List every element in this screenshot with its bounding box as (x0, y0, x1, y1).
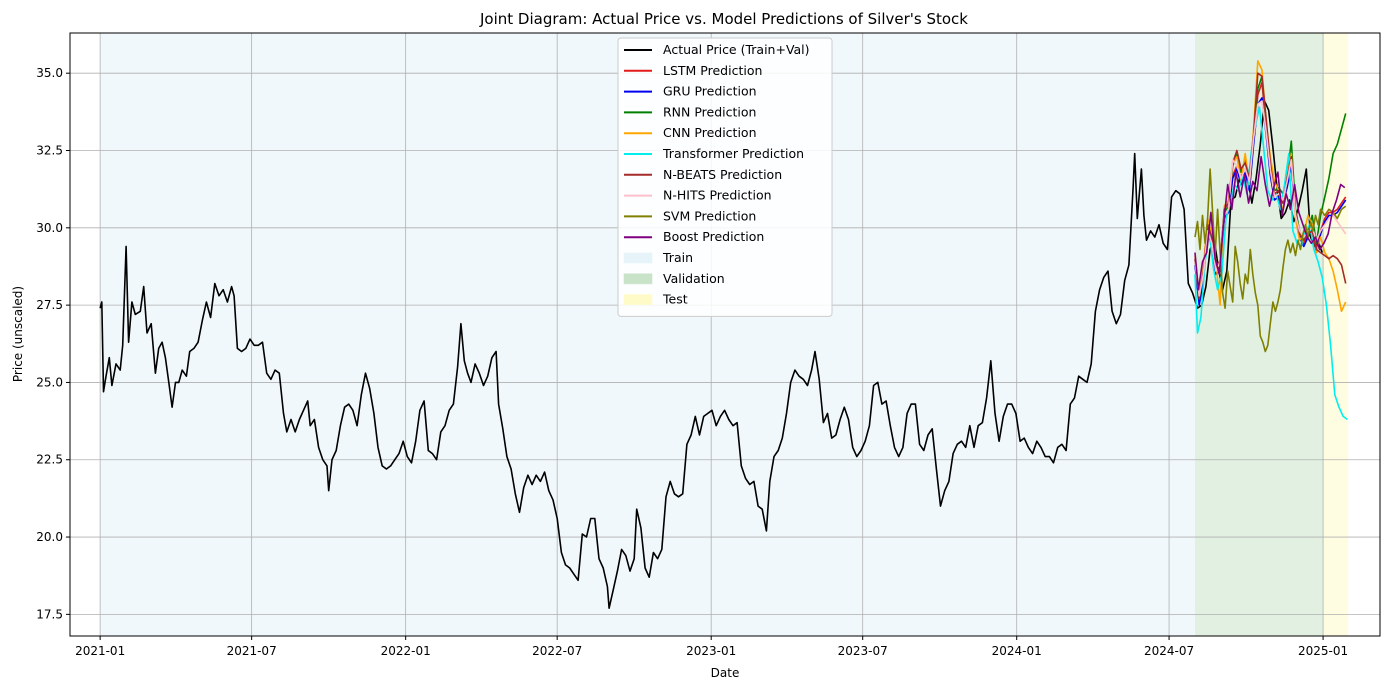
legend: Actual Price (Train+Val) LSTM Prediction G… (617, 37, 833, 317)
y-axis-label: Price (unscaled) (11, 286, 25, 382)
y-tick-label-35: 35.0 (36, 66, 63, 80)
y-tick-label-32-5: 32.5 (36, 144, 63, 158)
legend-label-n-hits-prediction: N-HITS Prediction (663, 188, 772, 203)
legend-swatch-train (623, 252, 653, 264)
legend-label-n-beats-prediction: N-BEATS Prediction (663, 167, 782, 182)
x-tick-label-2021-07: 2021-07 (227, 644, 277, 658)
series-actual-price-train-val (99, 100, 1323, 609)
legend-swatch-validation (623, 273, 653, 285)
x-tick-label-2023-07: 2023-07 (838, 644, 888, 658)
legend-label-actual-price-train-val: Actual Price (Train+Val) (663, 42, 810, 57)
x-tick-label-2024-01: 2024-01 (992, 644, 1042, 658)
x-axis-ticks: 2021-01 2021-07 2022-01 2022-07 2023-01 2023-… (75, 636, 1348, 658)
y-tick-label-17-5: 17.5 (36, 607, 63, 621)
x-tick-label-2022-01: 2022-01 (381, 644, 431, 658)
legend-label-cnn-prediction: CNN Prediction (663, 125, 757, 140)
y-tick-label-22-5: 22.5 (36, 453, 63, 467)
legend-box (617, 37, 833, 317)
x-axis-label: Date (711, 666, 740, 680)
legend-label-train: Train (662, 250, 693, 265)
y-tick-label-27-5: 27.5 (36, 298, 63, 312)
legend-label-svm-prediction: SVM Prediction (663, 208, 756, 223)
legend-label-validation: Validation (663, 271, 725, 286)
y-tick-label-20: 20.0 (36, 530, 63, 544)
series-transformer-prediction (1194, 106, 1348, 421)
y-tick-label-30: 30.0 (36, 221, 63, 235)
legend-label-test: Test (662, 292, 688, 307)
y-tick-label-25: 25.0 (36, 375, 63, 389)
region-validation (1195, 33, 1324, 636)
series-boost-prediction (1194, 155, 1346, 291)
legend-label-rnn-prediction: RNN Prediction (663, 104, 756, 119)
y-axis-ticks: 17.5 20.0 22.5 25.0 27.5 30.0 32.5 35.0 (36, 66, 70, 621)
legend-label-transformer-prediction: Transformer Prediction (662, 146, 804, 161)
region-test (1323, 33, 1349, 636)
x-tick-label-2024-07: 2024-07 (1144, 644, 1194, 658)
plot-frame (69, 32, 1381, 637)
series-svm-prediction (1194, 168, 1347, 353)
x-tick-label-2023-01: 2023-01 (686, 644, 736, 658)
x-tick-label-2025-01: 2025-01 (1298, 644, 1348, 658)
x-tick-label-2021-01: 2021-01 (75, 644, 125, 658)
series-lines (99, 60, 1348, 609)
legend-label-boost-prediction: Boost Prediction (663, 229, 764, 244)
x-tick-label-2022-07: 2022-07 (532, 644, 582, 658)
legend-swatch-test (623, 294, 653, 306)
legend-label-gru-prediction: GRU Prediction (663, 84, 757, 99)
legend-label-lstm-prediction: LSTM Prediction (663, 63, 762, 78)
chart-title: Joint Diagram: Actual Price vs. Model Pr… (479, 10, 968, 28)
